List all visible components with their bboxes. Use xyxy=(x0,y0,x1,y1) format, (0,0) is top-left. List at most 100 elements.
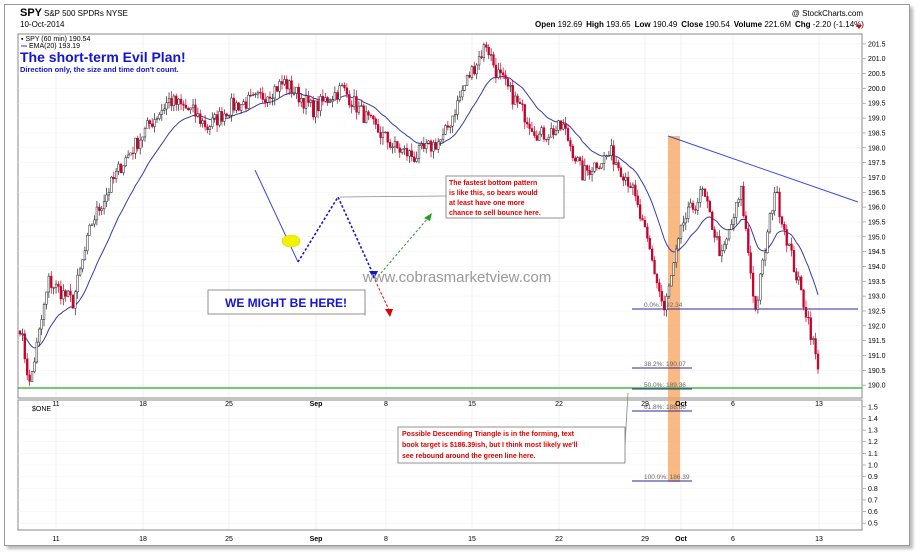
price-bar-body xyxy=(66,290,70,297)
price-bar-body xyxy=(653,260,656,275)
price-bar-body xyxy=(74,291,77,309)
price-bar-body xyxy=(391,146,394,148)
price-bar-body xyxy=(50,275,53,288)
price-bar-body xyxy=(540,127,543,135)
price-bar-body xyxy=(117,163,120,172)
legend-spy-icon: ▪ xyxy=(21,36,24,43)
price-bar-body xyxy=(386,131,389,143)
price-bar-body xyxy=(583,165,586,181)
price-bar-body xyxy=(715,236,719,238)
price-bar-body xyxy=(718,236,721,257)
price-bar-body xyxy=(232,97,236,111)
price-bar-body xyxy=(271,97,274,100)
price-bar-body xyxy=(42,303,46,320)
price-bar-body xyxy=(143,128,147,138)
price-bar-body xyxy=(732,217,736,225)
high-label: High xyxy=(586,20,606,29)
legend-spy: SPY (60 min) 190.54 xyxy=(25,36,90,43)
price-bar-body xyxy=(227,114,231,117)
volume-label: Volume xyxy=(734,20,765,29)
price-bar-body xyxy=(651,248,654,261)
price-bar-body xyxy=(360,105,363,107)
y-tick-label: 194.5 xyxy=(868,249,886,256)
price-bar-body xyxy=(562,123,565,130)
price-bar-body xyxy=(350,104,353,107)
price-bar-body xyxy=(506,78,510,87)
price-bar-body xyxy=(57,283,60,287)
price-bar-body xyxy=(759,273,762,301)
price-bar-body xyxy=(684,218,687,224)
x-tick-label: Sep xyxy=(310,401,323,408)
chg-label: Chg xyxy=(795,20,813,29)
price-bar-body xyxy=(45,291,48,305)
price-bar-body xyxy=(18,330,22,335)
fib-level-label: 100.0%: 186.39 xyxy=(644,474,690,481)
price-bar-body xyxy=(610,145,613,156)
price-bar-body xyxy=(148,120,151,125)
x-tick-label: 29 xyxy=(641,401,649,408)
descending-trendline xyxy=(667,135,859,203)
price-bar-body xyxy=(631,184,635,188)
price-bar-body xyxy=(538,133,541,141)
price-bar-body xyxy=(588,170,591,175)
price-bar-body xyxy=(76,274,79,293)
y-tick-label: 201.0 xyxy=(868,56,886,63)
price-bar-body xyxy=(369,114,373,117)
price-bar-body xyxy=(792,250,796,273)
y-tick-label: 192.5 xyxy=(868,308,886,315)
grid xyxy=(18,35,866,529)
volume-value: 221.6M xyxy=(764,20,791,29)
price-bar-body xyxy=(586,165,589,171)
price-bar-body xyxy=(33,361,36,372)
price-bar-body xyxy=(300,97,303,103)
price-bar-body xyxy=(247,94,250,109)
price-bar-body xyxy=(636,195,639,205)
price-bar-body xyxy=(468,75,471,78)
price-bar-body xyxy=(396,141,399,149)
x-tick-label: 22 xyxy=(555,536,563,543)
price-bar-body xyxy=(513,95,517,105)
price-bar-body xyxy=(81,259,84,270)
price-bar-body xyxy=(802,289,805,308)
price-bar-body xyxy=(316,100,320,112)
price-bar-body xyxy=(170,98,173,107)
price-bar-body xyxy=(518,101,522,104)
y-tick-label: 197.0 xyxy=(868,175,886,182)
price-bar-body xyxy=(547,136,550,140)
price-bar-body xyxy=(699,189,702,203)
price-bar-body xyxy=(775,191,779,194)
price-bar-body xyxy=(790,243,793,251)
y-tick-label: 190.0 xyxy=(868,383,886,390)
red-arrow-head-icon xyxy=(385,309,393,317)
price-bar-body xyxy=(175,95,178,105)
price-bar-body xyxy=(590,171,594,175)
price-bar-body xyxy=(523,104,526,123)
plan-title: The short-term Evil Plan! xyxy=(20,49,186,65)
price-bar-body xyxy=(701,188,704,190)
x-tick-label: 8 xyxy=(384,536,388,543)
price-bar-body xyxy=(69,290,72,296)
we-might-be-here-box xyxy=(207,289,366,315)
price-bar-body xyxy=(444,125,447,135)
price-bar-body xyxy=(477,56,481,66)
price-bar-body xyxy=(352,96,356,107)
y-tick-label: 1.0 xyxy=(868,463,878,470)
price-bar-body xyxy=(814,338,817,355)
x-tick-label: 6 xyxy=(731,536,735,543)
price-bar-body xyxy=(172,95,175,107)
svg-text:▪SPY (60 min) 190.54: ▪ SPY (60 min) 190.54 xyxy=(21,36,90,43)
x-tick-label: 15 xyxy=(468,401,476,408)
price-bar-body xyxy=(425,142,428,149)
x-tick-label: 18 xyxy=(139,536,147,543)
chg-value: -2.20 (-1.14%) xyxy=(813,20,864,29)
price-bar-body xyxy=(40,319,43,330)
price-bar-body xyxy=(343,84,346,89)
price-bar-body xyxy=(449,125,452,128)
y-tick-label: 190.5 xyxy=(868,368,886,375)
price-bar-body xyxy=(655,273,659,284)
price-bar-body xyxy=(312,99,315,118)
price-bar-body xyxy=(244,101,248,109)
price-bar-body xyxy=(389,142,392,148)
y-tick-label: 199.0 xyxy=(868,116,886,123)
price-bar-body xyxy=(713,229,716,238)
